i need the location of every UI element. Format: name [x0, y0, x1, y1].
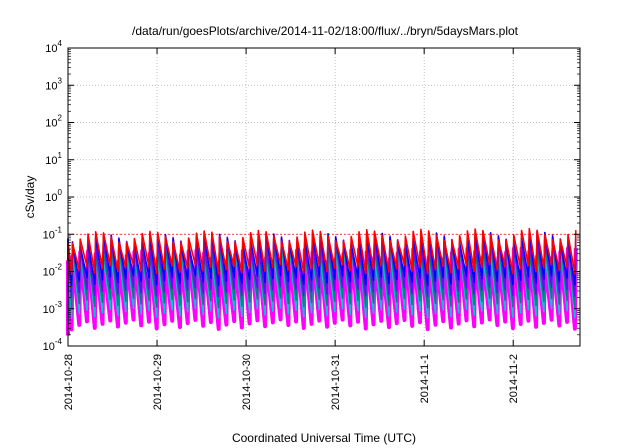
y-axis-label: cSv/day [23, 176, 37, 219]
y-tick-label: 102 [45, 114, 62, 130]
y-tick-label: 103 [45, 76, 62, 92]
y-tick-0: 10-4 [43, 310, 580, 353]
y-tick-3: 10-1 [43, 198, 580, 241]
y-tick-label: 104 [45, 39, 62, 55]
y-tick-label: 10-2 [43, 263, 63, 279]
x-tick-0: 2014-10-28 [63, 48, 75, 410]
x-tick-label: 2014-10-29 [152, 354, 164, 410]
series-group [66, 227, 578, 336]
y-tick-6: 102 [45, 86, 580, 130]
y-tick-7: 103 [45, 49, 580, 92]
y-tick-2: 10-2 [43, 235, 580, 279]
x-tick-label: 2014-10-28 [63, 354, 75, 410]
x-tick-2: 2014-10-30 [241, 48, 253, 410]
x-axis-label: Coordinated Universal Time (UTC) [232, 431, 416, 445]
x-axis: 2014-10-28 2014-10-29 2014-10-30 2014-10-31… [63, 48, 520, 410]
x-tick-1: 2014-10-29 [152, 48, 164, 410]
x-tick-label: 2014-11-2 [508, 354, 520, 403]
x-tick-label: 2014-10-30 [241, 354, 253, 410]
y-tick-5: 101 [45, 123, 580, 167]
y-tick-label: 10-3 [43, 300, 63, 316]
x-tick-label: 2014-10-31 [330, 354, 342, 410]
y-tick-8: 104 [45, 39, 580, 55]
y-tick-label: 10-1 [43, 225, 63, 241]
y-tick-4: 100 [45, 161, 580, 204]
x-tick-label: 2014-11-1 [419, 354, 431, 403]
series-line-5 [67, 227, 577, 281]
y-tick-label: 101 [45, 151, 62, 167]
y-axis: 10-4 10-3 10-2 10-1 100 101 102 103 104 [43, 39, 580, 353]
x-tick-4: 2014-11-1 [419, 48, 431, 403]
y-tick-label: 10-4 [43, 337, 63, 353]
y-tick-label: 100 [45, 188, 62, 204]
chart-title: /data/run/goesPlots/archive/2014-11-02/1… [132, 24, 519, 38]
y-tick-1: 10-3 [43, 272, 580, 316]
x-tick-5: 2014-11-2 [508, 48, 520, 403]
x-tick-3: 2014-10-31 [330, 48, 342, 410]
